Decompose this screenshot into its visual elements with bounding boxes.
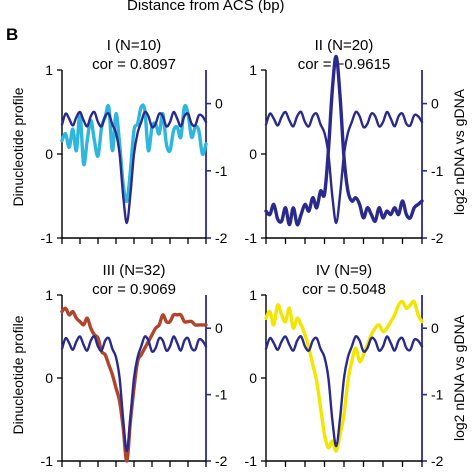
panel-3-correlation: cor = 0.9069 (92, 281, 176, 298)
panel-1-right-tick-label: -2 (215, 230, 228, 246)
panel-2-right-tick-label: -1 (431, 163, 444, 179)
panel-1-right-tick-label: -1 (215, 163, 228, 179)
panel-4-series-left-line (264, 335, 424, 448)
panel-3-left-tick-label: 1 (45, 287, 53, 303)
panel-2-left-tick-label: -1 (245, 230, 258, 246)
figure-caption: Distance from ACS (bp) (127, 0, 285, 14)
panel-4-right-tick-label: 0 (431, 320, 439, 336)
panel-3-left-tick-label: 0 (45, 370, 53, 386)
panel-1-left-tick-label: 1 (45, 62, 53, 78)
panel-2-correlation: cor = −0.9615 (298, 56, 391, 73)
panel-4-left-tick-label: -1 (245, 453, 258, 469)
panel-3-right-tick-label: 0 (215, 320, 223, 336)
panel-1-left-tick-label: 0 (45, 146, 53, 162)
panel-4-left-tick-label: 1 (249, 287, 257, 303)
panel-4-correlation: cor = 0.5048 (302, 281, 386, 298)
panel-3-title: III (N=32) (103, 262, 166, 279)
panel-2-right-tick-label: -2 (431, 230, 444, 246)
panel-3-right-tick-label: -1 (215, 387, 228, 403)
panel-4-right-tick-label: -1 (431, 387, 444, 403)
panel-3-left-tick-label: -1 (41, 453, 54, 469)
panel-4-series-right-line (264, 299, 424, 453)
panel-1-right-tick-label: 0 (215, 96, 223, 112)
panel-1-series-left-line (60, 110, 208, 225)
panel-1-title: I (N=10) (107, 37, 162, 54)
panel-3-right-tick-label: -2 (215, 453, 228, 469)
panel-1-left-tick-label: -1 (41, 230, 54, 246)
panel-2-left-tick-label: 1 (249, 62, 257, 78)
panel-2-title: II (N=20) (315, 37, 374, 54)
panel-4-right-tick-label: -2 (431, 453, 444, 469)
panel-2-series-left-line (264, 110, 424, 225)
panel-4-title: IV (N=9) (316, 262, 372, 279)
panel-letter: B (6, 25, 19, 44)
panel-2-series-right-line (264, 54, 424, 227)
panel-1-correlation: cor = 0.8097 (92, 56, 176, 73)
panel-2-left-tick-label: 0 (249, 146, 257, 162)
panel-2-right-tick-label: 0 (431, 96, 439, 112)
panel-1-series-right-line (60, 103, 208, 204)
panel-4-left-tick-label: 0 (249, 370, 257, 386)
panel-3-series-left-line (60, 335, 208, 453)
